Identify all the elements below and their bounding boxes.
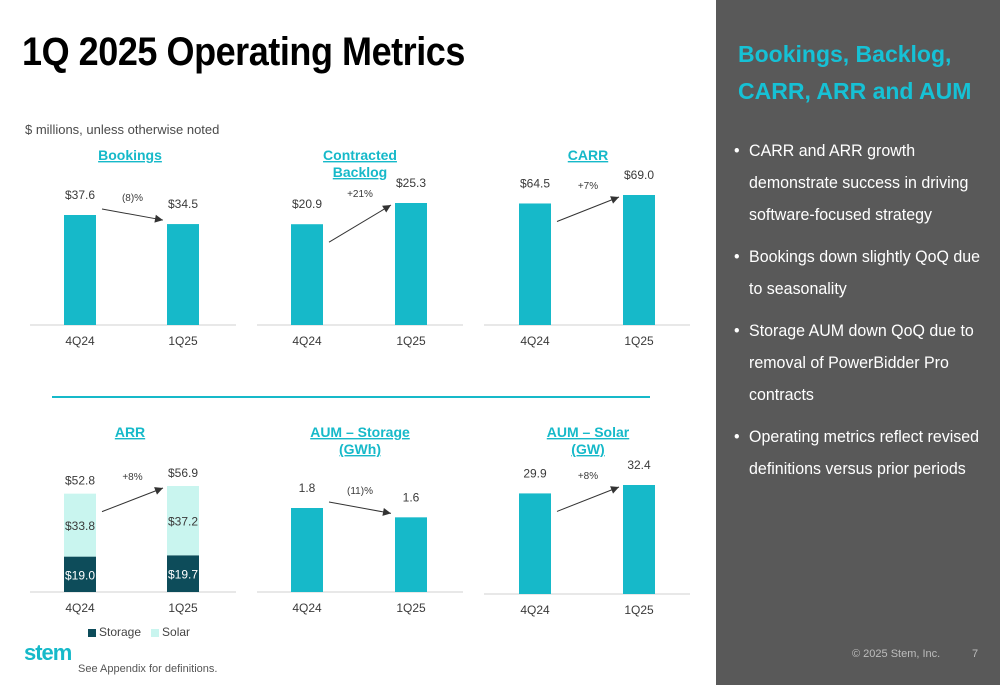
section-divider xyxy=(52,396,650,398)
arrowhead-icon xyxy=(610,196,619,204)
change-arrow-icon xyxy=(328,204,392,243)
x-tick-label: 1Q25 xyxy=(168,334,198,348)
arrowhead-icon xyxy=(382,205,391,213)
copyright: © 2025 Stem, Inc. xyxy=(852,648,941,660)
bar-segment-storage xyxy=(167,555,199,592)
x-tick-label: 4Q24 xyxy=(292,601,322,615)
bullet-item: • Operating metrics reflect revised defin… xyxy=(734,421,980,485)
legend-label-solar: Solar xyxy=(162,625,191,639)
chart-title: Bookings xyxy=(98,147,162,163)
bar-value-label: $25.3 xyxy=(396,176,426,190)
bullet-dot-icon: • xyxy=(734,247,740,266)
bar-value-label: $34.5 xyxy=(168,197,198,211)
segment-value-label: $33.8 xyxy=(65,519,95,533)
x-tick-label: 1Q25 xyxy=(168,601,198,615)
change-arrow-icon xyxy=(556,486,620,512)
legend-item-solar: Solar xyxy=(151,625,190,639)
footnote: See Appendix for definitions. xyxy=(78,663,218,675)
chart-title: AUM – Storage xyxy=(310,424,410,440)
change-percent-label: +8% xyxy=(578,471,598,482)
chart-title: AUM – Solar xyxy=(547,424,630,440)
bullet-text: CARR and ARR growth demonstrate success … xyxy=(749,141,969,224)
bar-segment-storage xyxy=(64,556,96,592)
bullet-dot-icon: • xyxy=(734,141,740,160)
x-tick-label: 4Q24 xyxy=(292,334,322,348)
bullet-text: Bookings down slightly QoQ due to season… xyxy=(749,247,981,298)
bar-total-label: $56.9 xyxy=(168,466,198,480)
x-tick-label: 4Q24 xyxy=(65,601,95,615)
x-tick-label: 4Q24 xyxy=(520,334,550,348)
chart-title: Contracted xyxy=(323,147,397,163)
bar-value-label: 1.8 xyxy=(299,481,316,495)
arrowhead-icon xyxy=(154,214,163,223)
legend-swatch-storage xyxy=(88,628,96,637)
change-percent-label: +8% xyxy=(122,472,142,483)
change-percent-label: +21% xyxy=(347,189,373,200)
chart-title: ARR xyxy=(115,424,145,440)
change-percent-label: (11)% xyxy=(347,486,373,497)
change-percent-label: +7% xyxy=(578,181,598,192)
bar-value-label: 1.6 xyxy=(403,490,420,504)
bar xyxy=(291,508,323,592)
stem-logo: stem xyxy=(24,640,72,665)
bar xyxy=(64,215,96,325)
bar xyxy=(291,224,323,325)
panel-title: Bookings, Backlog, CARR, ARR and AUM xyxy=(738,41,972,104)
segment-value-label: $37.2 xyxy=(168,515,198,529)
bar-segment-solar xyxy=(64,493,96,557)
bullet-list: • CARR and ARR growth demonstrate success… xyxy=(734,135,996,495)
summary-panel: Bookings, Backlog, CARR, ARR and AUM • CA… xyxy=(716,0,1000,685)
bullet-item: • Storage AUM down QoQ due to removal of … xyxy=(734,315,980,411)
bar xyxy=(395,517,427,592)
bar xyxy=(519,203,551,325)
bar xyxy=(395,203,427,325)
arr-legend: Storage Solar xyxy=(88,625,190,639)
x-tick-label: 1Q25 xyxy=(396,601,426,615)
legend-swatch-solar xyxy=(151,628,160,637)
page-number: 7 xyxy=(972,648,979,660)
change-percent-label: (8)% xyxy=(122,193,143,204)
legend-label-storage: Storage xyxy=(99,625,142,639)
bar-value-label: $37.6 xyxy=(65,188,95,202)
arrowhead-icon xyxy=(154,487,163,495)
page-title: 1Q 2025 Operating Metrics xyxy=(22,30,465,74)
x-tick-label: 1Q25 xyxy=(396,334,426,348)
legend-item-storage: Storage xyxy=(88,625,141,639)
change-arrow-icon xyxy=(328,501,392,514)
x-tick-label: 1Q25 xyxy=(624,603,654,617)
bar-value-label: 29.9 xyxy=(523,466,547,480)
bar-value-label: 32.4 xyxy=(627,458,651,472)
bar-value-label: $20.9 xyxy=(292,197,322,211)
bullet-item: • CARR and ARR growth demonstrate success… xyxy=(734,135,980,231)
x-tick-label: 4Q24 xyxy=(65,334,95,348)
bar xyxy=(167,224,199,325)
bar-value-label: $69.0 xyxy=(624,168,654,182)
bar-segment-solar xyxy=(167,486,199,556)
arrowhead-icon xyxy=(382,507,391,516)
bar-value-label: $64.5 xyxy=(520,176,550,190)
x-tick-label: 4Q24 xyxy=(520,603,550,617)
bar xyxy=(519,493,551,594)
change-arrow-icon xyxy=(101,208,164,221)
chart-title: CARR xyxy=(568,147,608,163)
charts-area: Bookings 4Q24 1Q25 $37.6 $34.5 (8)% Contracted… xyxy=(30,147,690,617)
chart-title: (GW) xyxy=(571,441,604,457)
bullet-dot-icon: • xyxy=(734,427,740,446)
segment-value-label: $19.0 xyxy=(65,568,95,582)
bullet-text: Operating metrics reflect revised defini… xyxy=(749,427,980,478)
units-note: $ millions, unless otherwise noted xyxy=(25,122,220,137)
arrowhead-icon xyxy=(610,486,619,494)
change-arrow-icon xyxy=(101,487,164,513)
bar xyxy=(623,195,655,325)
bullet-item: • Bookings down slightly QoQ due to seaso… xyxy=(734,241,980,305)
bar-total-label: $52.8 xyxy=(65,474,95,488)
bullet-text: Storage AUM down QoQ due to removal of P… xyxy=(749,321,974,404)
x-tick-label: 1Q25 xyxy=(624,334,654,348)
segment-value-label: $19.7 xyxy=(168,568,198,582)
chart-title: (GWh) xyxy=(339,441,381,457)
bar xyxy=(623,485,655,594)
change-arrow-icon xyxy=(556,196,620,222)
bullet-dot-icon: • xyxy=(734,321,740,340)
chart-title: Backlog xyxy=(333,164,387,180)
